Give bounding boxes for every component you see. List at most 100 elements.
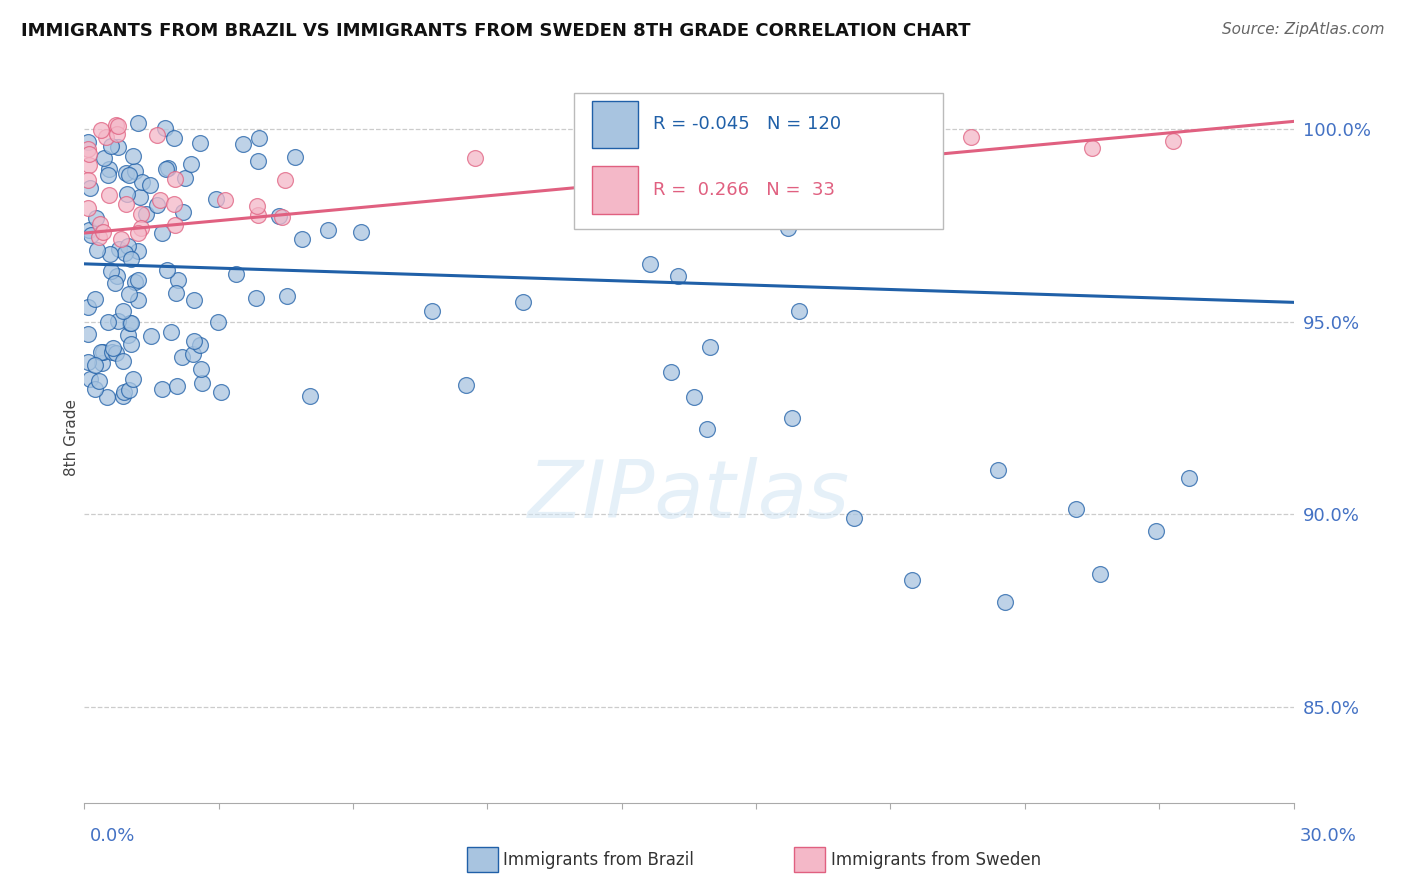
Point [104, 276, 127, 290]
Point [273, 173, 295, 187]
Point [104, 346, 127, 360]
Point [163, 172, 186, 186]
Point [115, 197, 138, 211]
Text: Immigrants from Sweden: Immigrants from Sweden [831, 851, 1040, 869]
Point [112, 354, 135, 368]
Point [188, 136, 211, 150]
Point [190, 362, 212, 376]
Point [291, 232, 314, 246]
Point [994, 594, 1017, 608]
Point [86, 244, 108, 258]
Point [87, 374, 110, 388]
Point [284, 150, 307, 164]
Point [1081, 141, 1104, 155]
Point [124, 164, 146, 178]
Point [129, 190, 152, 204]
Point [165, 218, 187, 232]
Point [163, 131, 186, 145]
Point [174, 170, 197, 185]
Point [79, 147, 101, 161]
Point [138, 178, 160, 192]
Point [127, 273, 149, 287]
Point [98, 161, 121, 176]
Point [77, 135, 100, 149]
Point [214, 194, 236, 208]
Point [420, 304, 443, 318]
Point [124, 275, 146, 289]
Point [84, 292, 107, 306]
Point [114, 246, 136, 260]
Point [104, 118, 127, 132]
Point [79, 181, 101, 195]
Point [247, 208, 270, 222]
Point [90, 123, 112, 137]
Point [172, 205, 194, 219]
Text: Source: ZipAtlas.com: Source: ZipAtlas.com [1222, 22, 1385, 37]
Point [115, 166, 138, 180]
Point [107, 269, 129, 284]
Point [165, 285, 187, 300]
Point [93, 152, 115, 166]
Point [118, 383, 141, 397]
Point [787, 304, 810, 318]
Point [77, 327, 100, 342]
Point [107, 139, 129, 153]
Point [146, 198, 169, 212]
Point [350, 225, 373, 239]
Point [108, 242, 131, 256]
Text: 0.0%: 0.0% [90, 827, 135, 845]
Point [155, 162, 177, 177]
Point [98, 187, 121, 202]
Point [1144, 524, 1167, 538]
Point [159, 325, 181, 339]
Point [246, 199, 269, 213]
Point [100, 345, 122, 359]
Point [131, 175, 153, 189]
Point [247, 154, 270, 169]
Point [97, 315, 120, 329]
Point [146, 128, 169, 142]
Point [209, 384, 232, 399]
Point [96, 390, 118, 404]
Point [139, 329, 162, 343]
Point [844, 510, 866, 524]
Text: 30.0%: 30.0% [1301, 827, 1357, 845]
Point [245, 291, 267, 305]
Point [1161, 134, 1184, 148]
Point [960, 129, 983, 144]
Point [454, 378, 477, 392]
Point [127, 226, 149, 240]
Point [153, 121, 176, 136]
Text: ZIPatlas: ZIPatlas [527, 457, 851, 534]
Point [191, 376, 214, 391]
Point [122, 148, 145, 162]
Point [83, 358, 105, 372]
Point [682, 390, 704, 404]
Point [117, 239, 139, 253]
Point [117, 327, 139, 342]
Point [89, 217, 111, 231]
Point [77, 158, 100, 172]
Y-axis label: 8th Grade: 8th Grade [63, 399, 79, 475]
Point [188, 338, 211, 352]
Point [96, 129, 118, 144]
Point [93, 344, 115, 359]
Point [97, 168, 120, 182]
Point [270, 211, 292, 225]
Point [183, 334, 205, 349]
Point [180, 157, 202, 171]
Point [129, 221, 152, 235]
Point [91, 225, 114, 239]
Point [267, 209, 290, 223]
Point [111, 389, 134, 403]
Point [150, 382, 173, 396]
Point [316, 222, 339, 236]
Point [80, 227, 103, 242]
Point [120, 336, 142, 351]
Point [166, 273, 188, 287]
Point [77, 300, 100, 314]
Point [120, 316, 142, 330]
Point [79, 223, 101, 237]
Point [512, 295, 534, 310]
Point [232, 136, 254, 151]
